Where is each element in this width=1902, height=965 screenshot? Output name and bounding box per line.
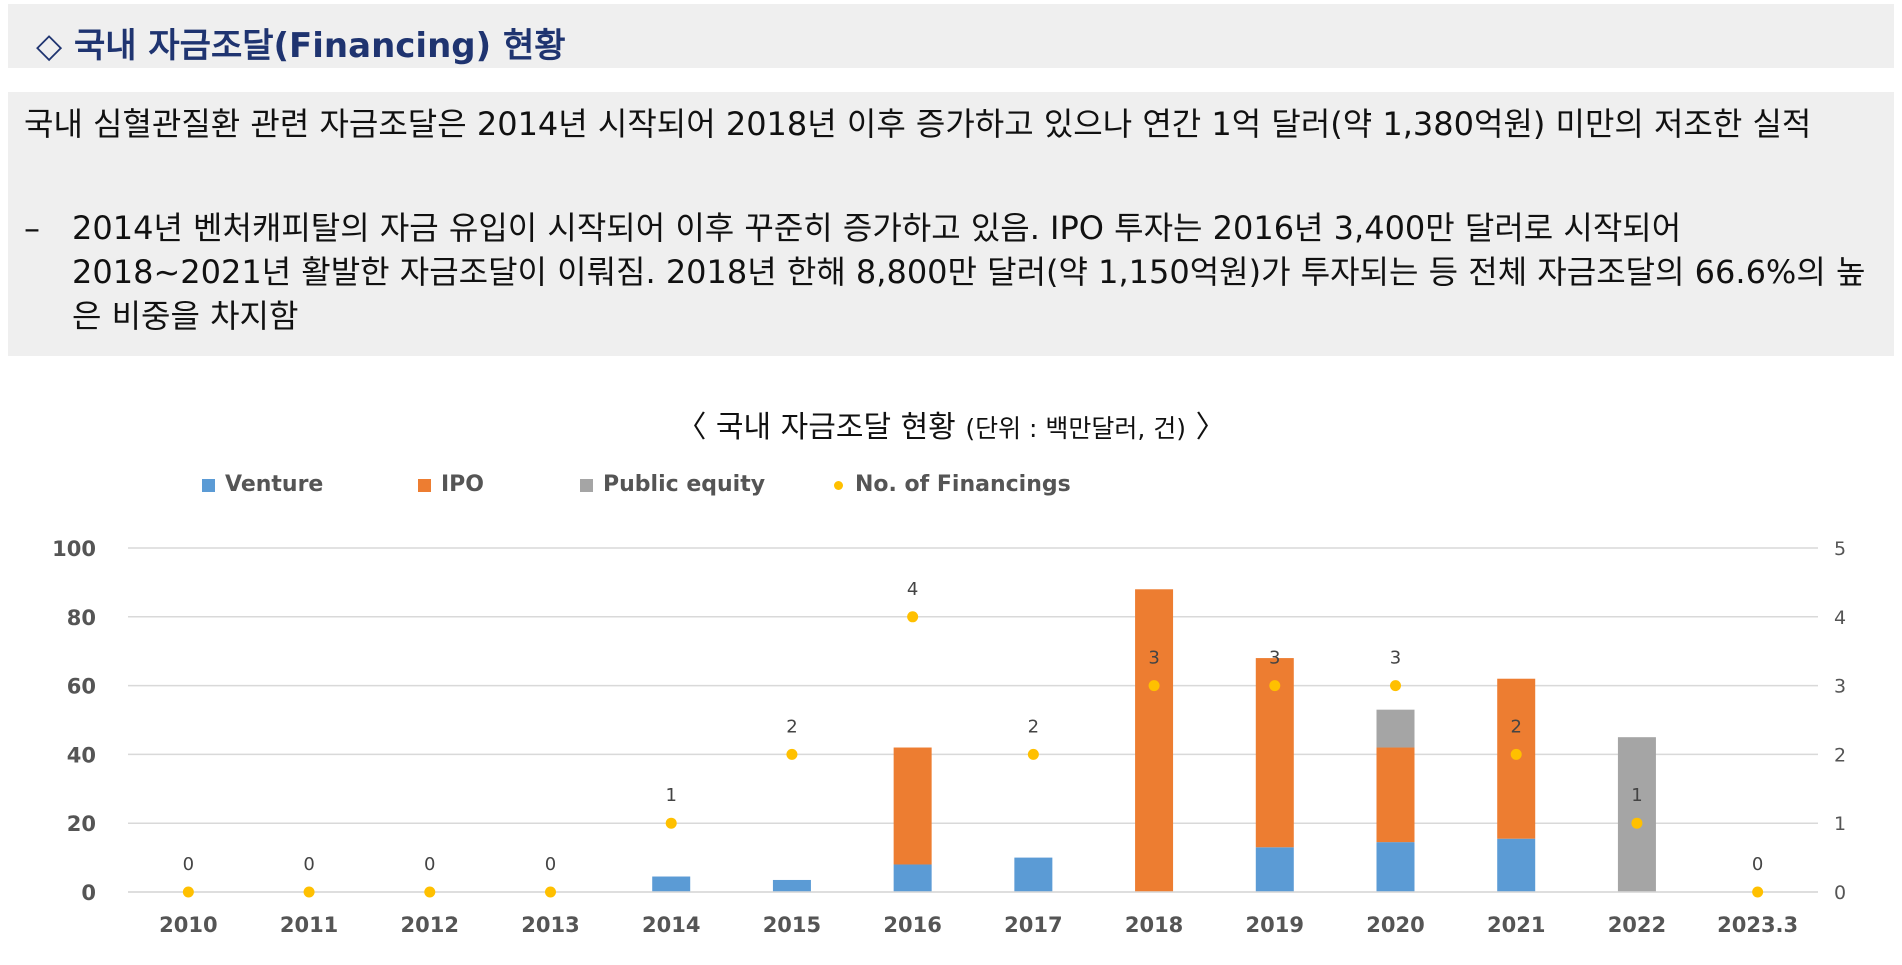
legend-label-public-equity: Public equity <box>603 472 766 497</box>
legend-financings: No. of Financings <box>834 472 1071 497</box>
financing-data-label: 3 <box>1148 648 1159 669</box>
bar-ipo-2020 <box>1376 747 1415 843</box>
legend-ipo: IPO <box>418 472 484 497</box>
financing-point-2012 <box>424 886 436 898</box>
financing-data-label: 3 <box>1390 648 1401 669</box>
legend-label-financings: No. of Financings <box>855 472 1071 497</box>
y-tick-label: 80 <box>67 606 96 630</box>
x-tick-label: 2014 <box>642 913 700 937</box>
y-tick-label: 0 <box>81 881 96 905</box>
financing-point-2013 <box>545 886 556 898</box>
bar-venture-2019 <box>1255 847 1294 892</box>
summary-bullet-text: 2014년 벤처캐피탈의 자금 유입이 시작되어 이후 꾸준히 증가하고 있음.… <box>72 209 1866 335</box>
financing-point-2014 <box>665 817 677 829</box>
x-tick-label: 2017 <box>1004 913 1062 937</box>
financing-point-2010 <box>182 886 194 898</box>
summary-box: 국내 심혈관질환 관련 자금조달은 2014년 시작되어 2018년 이후 증가… <box>8 92 1894 356</box>
y-tick-label: 40 <box>67 743 96 767</box>
y2-tick-label: 3 <box>1834 676 1846 698</box>
financing-point-2018 <box>1148 680 1160 692</box>
y2-tick-label: 4 <box>1834 607 1846 629</box>
legend-swatch-venture <box>202 478 215 492</box>
x-tick-label: 2018 <box>1125 913 1183 937</box>
financing-data-label: 0 <box>1752 854 1763 875</box>
financing-point-2015 <box>786 748 798 760</box>
chart-title-unit: (단위 : 백만달러, 건) <box>965 414 1187 443</box>
financing-data-label: 1 <box>1631 785 1642 806</box>
bar-venture-2016 <box>893 864 932 892</box>
bar-venture-2015 <box>772 879 811 892</box>
bar-venture-2020 <box>1376 842 1415 892</box>
financing-data-label: 1 <box>665 785 676 806</box>
financing-point-2016 <box>907 611 919 623</box>
x-tick-label: 2015 <box>763 913 821 937</box>
legend-label-venture: Venture <box>225 472 324 497</box>
x-tick-label: 2010 <box>159 913 217 937</box>
bar-ipo-2016 <box>893 747 932 865</box>
y-tick-label: 60 <box>67 675 96 699</box>
x-tick-label: 2023.3 <box>1717 913 1798 937</box>
financing-data-label: 0 <box>183 854 194 875</box>
financing-data-label: 0 <box>424 854 435 875</box>
financing-data-label: 0 <box>303 854 314 875</box>
financing-data-label: 3 <box>1269 648 1280 669</box>
title-bar: ◇ 국내 자금조달(Financing) 현황 <box>8 4 1894 68</box>
financing-point-2019 <box>1269 680 1281 692</box>
legend-public-equity: Public equity <box>580 472 765 497</box>
summary-main-text: 국내 심혈관질환 관련 자금조달은 2014년 시작되어 2018년 이후 증가… <box>24 105 1812 143</box>
chart-title-close: 〉 <box>1195 410 1226 445</box>
bar-venture-2017 <box>1014 857 1053 892</box>
x-tick-label: 2022 <box>1608 913 1666 937</box>
chart-title-main: 〈 국내 자금조달 현황 <box>676 410 956 445</box>
legend-dot-financings <box>834 480 843 490</box>
y-tick-label: 20 <box>67 812 96 836</box>
x-tick-label: 2013 <box>521 913 579 937</box>
financing-point-2023.3 <box>1752 886 1764 898</box>
y-tick-label: 100 <box>52 537 96 561</box>
y2-tick-label: 5 <box>1834 538 1846 560</box>
bar-venture-2014 <box>652 876 691 892</box>
bar-ipo-2018 <box>1135 589 1174 892</box>
financing-point-2020 <box>1390 680 1401 692</box>
financing-point-2021 <box>1510 748 1522 760</box>
bar-venture-2021 <box>1497 838 1536 892</box>
page-title: ◇ 국내 자금조달(Financing) 현황 <box>36 26 566 66</box>
x-tick-label: 2011 <box>280 913 338 937</box>
legend-venture: Venture <box>202 472 323 497</box>
financing-point-2011 <box>303 886 315 898</box>
y2-tick-label: 2 <box>1834 744 1846 766</box>
x-tick-label: 2012 <box>401 913 459 937</box>
legend-label-ipo: IPO <box>441 472 485 497</box>
legend-swatch-public-equity <box>580 478 593 492</box>
x-tick-label: 2016 <box>883 913 941 937</box>
y2-tick-label: 1 <box>1834 813 1846 835</box>
financing-data-label: 2 <box>1028 716 1039 737</box>
bar-public-equity-2020 <box>1376 709 1415 748</box>
x-tick-label: 2020 <box>1366 913 1424 937</box>
financing-point-2017 <box>1027 748 1039 760</box>
financing-data-label: 4 <box>907 579 918 600</box>
financing-data-label: 0 <box>545 854 556 875</box>
x-tick-label: 2021 <box>1487 913 1545 937</box>
financing-point-2022 <box>1631 817 1643 829</box>
financing-data-label: 2 <box>786 716 797 737</box>
y2-tick-label: 0 <box>1834 882 1846 904</box>
bar-public-equity-2022 <box>1617 737 1656 892</box>
legend-swatch-ipo <box>418 478 431 492</box>
financing-data-label: 2 <box>1510 716 1521 737</box>
chart-title: 〈 국내 자금조달 현황 (단위 : 백만달러, 건) 〉 <box>0 402 1902 446</box>
x-tick-label: 2019 <box>1246 913 1304 937</box>
bullet-marker: – <box>24 209 40 247</box>
